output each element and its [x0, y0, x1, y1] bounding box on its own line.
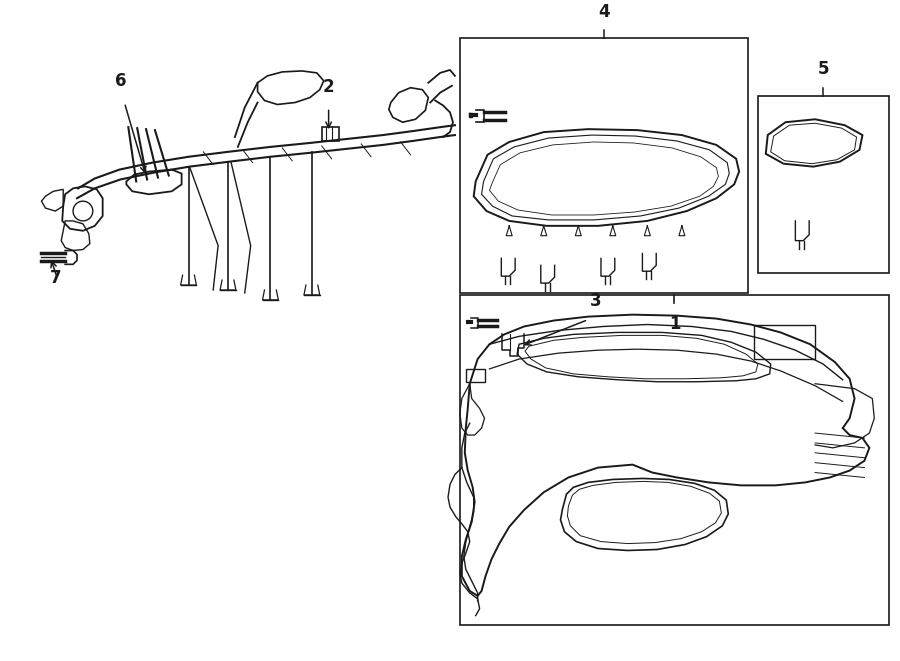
Text: 5: 5 — [818, 60, 829, 78]
Text: 6: 6 — [114, 71, 126, 90]
Text: 1: 1 — [669, 315, 680, 332]
Bar — [754, 325, 815, 359]
Bar — [758, 96, 889, 273]
Text: 7: 7 — [50, 269, 61, 287]
Text: 4: 4 — [598, 3, 609, 20]
Bar — [466, 369, 484, 382]
Text: 2: 2 — [323, 77, 335, 96]
Text: 3: 3 — [590, 292, 602, 310]
Bar — [460, 38, 748, 293]
Bar — [321, 127, 339, 141]
Bar — [460, 295, 889, 625]
